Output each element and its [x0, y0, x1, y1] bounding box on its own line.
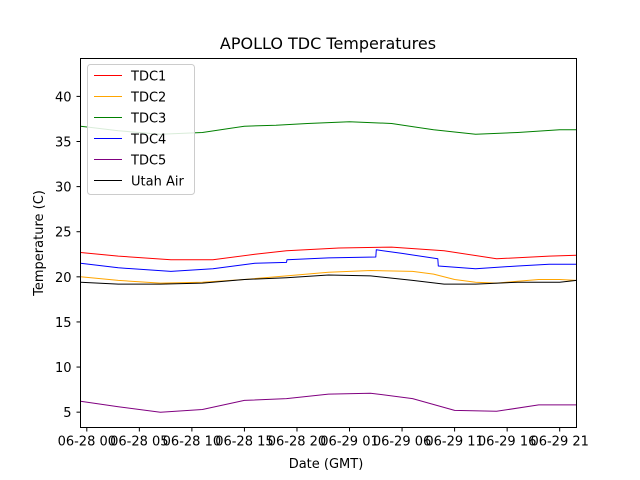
y-tick-label: 20 [55, 271, 72, 286]
series-line-tdc1 [80, 246, 577, 261]
x-tick-label: 06-28 00 [58, 435, 116, 450]
series-line-tdc5 [80, 392, 577, 413]
x-tick-label: 06-28 20 [268, 435, 326, 450]
legend-label-tdc3: TDC3 [130, 112, 166, 127]
y-tick-label: 40 [55, 90, 72, 105]
x-tick-label: 06-29 01 [320, 435, 378, 450]
y-tick-label: 10 [55, 361, 72, 376]
y-axis-title: Temperature (C) [32, 190, 47, 297]
chart-title: APOLLO TDC Temperatures [220, 34, 436, 53]
y-tick-label: 35 [55, 136, 72, 151]
x-tick-label: 06-29 11 [425, 435, 483, 450]
y-tick-label: 30 [55, 181, 72, 196]
legend: TDC1 TDC2 TDC3 TDC4 TDC5 Utah Air [87, 64, 195, 195]
y-tick-label: 5 [63, 406, 71, 421]
y-axis: 5 10 15 20 25 30 35 40 [55, 90, 81, 421]
series-line-tdc2 [80, 270, 577, 284]
series-line-tdc4 [80, 249, 577, 272]
x-tick-label: 06-29 21 [530, 435, 588, 450]
plot-frame [80, 58, 577, 428]
x-tick-label: 06-29 16 [478, 435, 536, 450]
y-tick-label: 15 [55, 316, 72, 331]
series-line-utah-air [80, 274, 577, 285]
legend-label-tdc4: TDC4 [130, 133, 166, 148]
legend-label-tdc2: TDC2 [130, 91, 166, 106]
legend-label-tdc1: TDC1 [130, 70, 166, 85]
legend-label-utah-air: Utah Air [131, 175, 184, 190]
x-tick-label: 06-28 10 [163, 435, 221, 450]
x-tick-label: 06-28 05 [110, 435, 168, 450]
x-axis-title: Date (GMT) [289, 457, 364, 472]
y-tick-label: 25 [55, 226, 72, 241]
x-tick-label: 06-29 06 [373, 435, 431, 450]
x-tick-label: 06-28 15 [215, 435, 273, 450]
legend-label-tdc5: TDC5 [130, 154, 166, 169]
